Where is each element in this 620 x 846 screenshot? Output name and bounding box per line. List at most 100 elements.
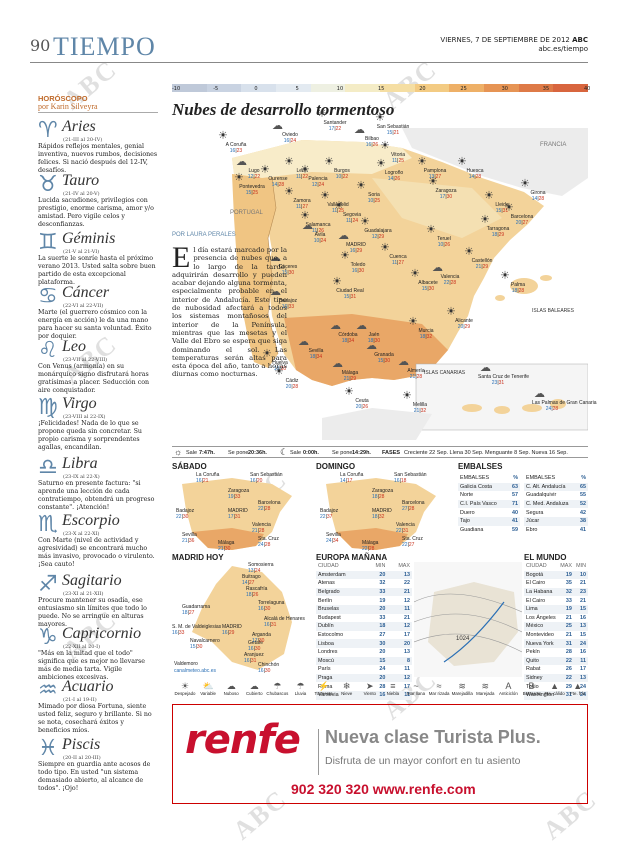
legend-label: Mar llana xyxy=(406,691,426,696)
table-row: Los Ángeles 21 16 xyxy=(524,614,588,623)
table-cell: Duero xyxy=(460,509,475,516)
city-name: Málaga xyxy=(341,370,359,376)
legend-item: ➤ Viento xyxy=(357,681,383,697)
rain-icon: ☂ xyxy=(296,681,305,691)
sun-icon: ☀ xyxy=(274,365,284,378)
site-link[interactable]: abc.es/tiempo xyxy=(538,45,588,53)
min-temp: 16 xyxy=(172,630,178,636)
table-cell: 24 xyxy=(379,666,386,673)
ad-phone[interactable]: 902 320 320 www.renfe.com xyxy=(291,781,476,797)
max-temp: 28 xyxy=(278,182,285,188)
max-temp: 36 xyxy=(188,538,195,544)
table-row: México 25 13 xyxy=(524,622,588,631)
legend-label: Lluvia xyxy=(294,691,307,696)
city-temps: 22|30 xyxy=(176,514,189,520)
madrid-source-link[interactable]: canalmeteo.abc.es xyxy=(174,668,216,674)
table-row: Amsterdam 20 13 xyxy=(316,570,412,580)
min-temp: 15 xyxy=(281,270,288,276)
map-city: Granada 15|30 xyxy=(364,352,404,364)
horoscope-sign-sagitario: ♐ Sagitario (23-XI al 21-XII) Procure mante… xyxy=(38,572,158,628)
horoscope-sign-capricornio: ♑ Capricornio (22-XII al 20-I) "Más en la m… xyxy=(38,625,158,681)
scale-swatch xyxy=(380,84,415,92)
sign-name: Libra xyxy=(62,455,98,472)
city-name: MADRID xyxy=(228,508,248,514)
city-name: Badajoz xyxy=(176,508,195,514)
city-temps: 16|18 xyxy=(394,478,407,484)
max-temp: 27 xyxy=(398,260,405,266)
city-name: Salamanca xyxy=(305,222,331,228)
city-name: Castellón xyxy=(471,258,493,264)
city-temps: 15|21 xyxy=(386,130,400,136)
min-temp: 11 xyxy=(295,174,302,180)
cloudy-icon: ☁ xyxy=(226,681,236,691)
sun-icon: ☀ xyxy=(320,189,330,202)
table-cell: 16 xyxy=(580,649,586,656)
city-temps: 10|26 xyxy=(437,242,451,248)
sun-icon: ☀ xyxy=(260,163,270,176)
city-temps: 21|28 xyxy=(252,528,265,534)
sign-text: Saturno en presente factura: "si aprende… xyxy=(38,480,155,511)
scale-label: 40 xyxy=(584,86,591,92)
sun-icon: ☀ xyxy=(380,139,390,152)
map-city: Girona 14|28 xyxy=(518,190,558,202)
sun-icon: ☀ xyxy=(360,215,370,228)
zodiac-leo-icon: ♌ xyxy=(38,338,58,363)
city-temps: 16|29 xyxy=(222,630,235,636)
horoscope-sign-cáncer: ♋ Cáncer (22-VI al 22-VII) Marte (el guerre… xyxy=(38,284,158,340)
table-cell: Tajo xyxy=(458,516,508,526)
table-cell: 33 xyxy=(565,597,572,604)
scale-swatch xyxy=(414,84,450,92)
table-cell: 33 xyxy=(379,614,386,621)
min-temp: 16 xyxy=(258,668,264,674)
horoscope-sign-virgo: ♍ Virgo (23-VIII al 22-IX) ¡Felicidades! Na… xyxy=(38,395,158,451)
max-temp: 28 xyxy=(292,384,299,390)
horoscope-sign-escorpio: ♏ Escorpio (23-X al 22-XI) Con Marte (nivel… xyxy=(38,512,158,568)
table-cell: Quito xyxy=(524,656,559,666)
max-temp: 31 xyxy=(250,658,257,664)
table-row: Guadiana 59 xyxy=(458,526,520,535)
horoscope-sign-tauro: ♉ Tauro (21-IV al 20-V) Lucida sacudiones, … xyxy=(38,172,158,228)
city-temps: 11|25 xyxy=(391,158,405,164)
low-pressure-icon: B xyxy=(528,681,535,691)
table-cell: 33 xyxy=(365,587,388,597)
min-temp: 15 xyxy=(343,294,350,300)
map-city: Málaga 21|29 xyxy=(330,370,370,382)
max-temp: 26 xyxy=(372,142,379,148)
min-temp: 20 xyxy=(355,404,362,410)
min-temp: 18 xyxy=(491,232,498,238)
city-temps: 16|31 xyxy=(264,622,277,628)
max-temp: 26 xyxy=(318,228,325,234)
europa-table: CIUDAD MIN MAX Amsterdam 20 13 Atenas 32 22 Belgr… xyxy=(316,562,412,700)
table-cell: C. Med. Andaluza xyxy=(524,499,577,509)
table-cell: % xyxy=(581,475,586,482)
mini-city: Chinchón 16|30 xyxy=(258,662,279,674)
table-cell: Roma xyxy=(318,683,333,690)
city-name: Alcalá de Henares xyxy=(264,616,305,622)
max-temp: 30 xyxy=(428,286,435,292)
header-cell: CIUDAD xyxy=(318,563,339,570)
table-cell: Tokio xyxy=(526,683,539,690)
table-cell: 26 xyxy=(565,666,572,673)
sun-icon: ☀ xyxy=(480,213,490,226)
city-name: A Coruña xyxy=(225,142,247,148)
city-name: Arganda xyxy=(252,632,271,638)
map-city: Segovia 11|24 xyxy=(332,212,372,224)
city-temps: 11|25 xyxy=(331,208,345,214)
wind-icon: ➤ xyxy=(366,681,374,691)
renfe-ad[interactable]: renfe Nueva clase Turista Plus. Disfruta… xyxy=(172,704,588,804)
table-cell: 19 xyxy=(558,604,574,614)
zodiac-acuario-icon: ♒ xyxy=(38,678,58,703)
max-temp: 26 xyxy=(362,404,369,410)
sign-name: Acuario xyxy=(62,678,114,695)
table-cell: 41 xyxy=(580,526,586,533)
table-cell: 15 xyxy=(580,632,586,639)
map-city: Salamanca 11|26 xyxy=(298,222,338,234)
table-cell: 35 xyxy=(565,580,572,587)
table-cell: 21 xyxy=(404,614,410,621)
city-temps: 10|22 xyxy=(335,174,349,180)
map-city: Castellón 21|29 xyxy=(462,258,502,270)
city-temps: 14|28 xyxy=(468,174,482,180)
table-row: C. Alt. Andalucía 65 xyxy=(524,482,588,492)
min-temp: 20 xyxy=(285,384,292,390)
